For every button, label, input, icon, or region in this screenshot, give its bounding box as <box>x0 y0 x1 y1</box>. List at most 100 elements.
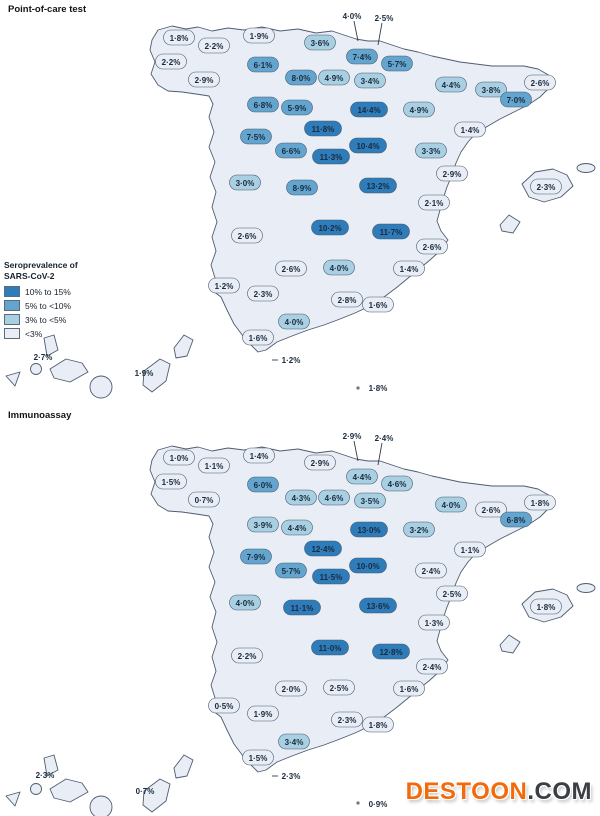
panel-title-point-of-care: Point-of-care test <box>8 4 87 15</box>
region-label-toledo: 11·1% <box>291 604 314 613</box>
legend-row-c: 3% to <5% <box>4 314 78 326</box>
region-basque-country <box>346 48 378 65</box>
region-label-palencia: 8·0% <box>292 74 311 83</box>
legend-title-line1: Seroprevalence of <box>4 260 78 270</box>
region-label-cuenca: 13·6% <box>366 602 389 611</box>
region-label-caceres: 4·0% <box>236 599 255 608</box>
region-sevilla <box>247 285 279 302</box>
region-label-mallorca: 2·3% <box>537 183 556 192</box>
araba-callout-leader-line <box>377 442 383 466</box>
ceuta-label: 1·2% <box>282 356 301 365</box>
canary-east-label: 0·7% <box>136 787 155 796</box>
region-label-cordoba: 2·6% <box>282 265 301 274</box>
gipuzkoa-callout-leader-line <box>353 440 359 462</box>
region-label-leon: 6·1% <box>254 61 273 70</box>
region-label-teruel: 2·4% <box>422 567 441 576</box>
region-valladolid <box>281 99 313 116</box>
melilla-marker <box>356 386 360 390</box>
region-zamora <box>247 96 279 113</box>
region-cordoba <box>275 260 307 277</box>
legend-swatch-a <box>4 286 20 298</box>
region-label-zaragoza: 4·9% <box>410 106 429 115</box>
region-label-ourense: 2·9% <box>195 76 214 85</box>
region-label-zaragoza: 3·2% <box>410 526 429 535</box>
region-ourense <box>188 71 220 88</box>
region-soria <box>350 101 388 118</box>
melilla-label: 0·9% <box>369 800 388 809</box>
canary-west-label: 2·7% <box>34 353 53 362</box>
region-label-la-rioja: 3·4% <box>361 77 380 86</box>
region-label-guadalajara: 10·0% <box>356 562 379 571</box>
region-label-jaen: 4·0% <box>330 264 349 273</box>
legend-row-a: 10% to 15% <box>4 286 78 298</box>
region-label-mallorca: 1·8% <box>537 603 556 612</box>
region-lleida <box>475 81 507 98</box>
region-label-almeria: 1·8% <box>369 721 388 730</box>
region-label-avila: 5·7% <box>282 567 301 576</box>
araba-callout-leader-line <box>377 22 383 46</box>
region-cantabria <box>304 454 336 471</box>
region-label-lleida: 3·8% <box>482 86 501 95</box>
region-label-valladolid: 4·4% <box>288 524 307 533</box>
region-label-pontevedra: 1·5% <box>162 478 181 487</box>
region-label-sevilla: 2·3% <box>254 290 273 299</box>
region-navarra <box>381 475 413 492</box>
region-label-huelva: 0·5% <box>215 702 234 711</box>
canary-east-label: 1·9% <box>135 369 154 378</box>
region-label-cadiz: 1·5% <box>249 754 268 763</box>
araba-callout-label: 2·4% <box>375 434 394 443</box>
region-segovia <box>304 120 342 137</box>
region-label-murcia: 1·6% <box>400 685 419 694</box>
region-madrid <box>312 148 350 165</box>
region-barcelona <box>500 91 532 108</box>
region-badajoz <box>231 227 263 244</box>
region-label-lugo: 1·1% <box>205 462 224 471</box>
region-label-avila: 6·6% <box>282 147 301 156</box>
region-alicante <box>416 658 448 675</box>
gipuzkoa-callout-label: 4·0% <box>343 12 362 21</box>
region-label-pontevedra: 2·2% <box>162 58 181 67</box>
legend-items: 10% to 15% 5% to <10% 3% to <5% <3% <box>4 286 78 340</box>
region-castellon <box>436 585 468 602</box>
region-palencia <box>285 489 317 506</box>
region-soria <box>350 521 388 538</box>
region-zaragoza <box>403 101 435 118</box>
region-label-castellon: 2·5% <box>443 590 462 599</box>
region-label-valladolid: 5·9% <box>288 104 307 113</box>
region-la-rioja <box>354 492 386 509</box>
region-cuenca <box>359 177 397 194</box>
region-madrid <box>312 568 350 585</box>
region-label-valencia: 1·3% <box>425 619 444 628</box>
region-ciudad-real <box>311 219 349 236</box>
region-burgos <box>318 69 350 86</box>
region-label-malaga: 3·4% <box>285 738 304 747</box>
region-avila <box>275 562 307 579</box>
legend-title: Seroprevalence of SARS-CoV-2 <box>4 260 78 282</box>
region-label-zamora: 3·9% <box>254 521 273 530</box>
region-murcia <box>393 680 425 697</box>
canary-west-label: 2·3% <box>36 771 55 780</box>
map-immunoassay: 1·0% 1·1% 1·5% 0·7% 1·4% 2·9% 4·4% 4·6% 6·0% 4·3%… <box>5 432 596 816</box>
legend-swatch-b <box>4 300 20 312</box>
region-malaga <box>278 733 310 750</box>
region-albacete <box>372 223 410 240</box>
region-label-albacete: 11·7% <box>380 228 403 237</box>
region-cuenca <box>359 597 397 614</box>
region-label-alicante: 2·6% <box>423 243 442 252</box>
region-lugo <box>198 37 230 54</box>
region-a-coruna <box>163 449 195 466</box>
region-label-huelva: 1·2% <box>215 282 234 291</box>
region-label-alicante: 2·4% <box>423 663 442 672</box>
region-label-salamanca: 7·9% <box>247 553 266 562</box>
region-girona <box>524 74 556 91</box>
region-caceres <box>229 594 261 611</box>
region-burgos <box>318 489 350 506</box>
region-label-ciudad-real: 11·0% <box>319 644 342 653</box>
region-navarra <box>381 55 413 72</box>
region-basque-country <box>346 468 378 485</box>
region-label-basque-country: 4·4% <box>353 473 372 482</box>
region-label-cuenca: 13·2% <box>366 182 389 191</box>
region-asturias <box>243 447 275 464</box>
region-label-malaga: 4·0% <box>285 318 304 327</box>
region-label-sevilla: 1·9% <box>254 710 273 719</box>
